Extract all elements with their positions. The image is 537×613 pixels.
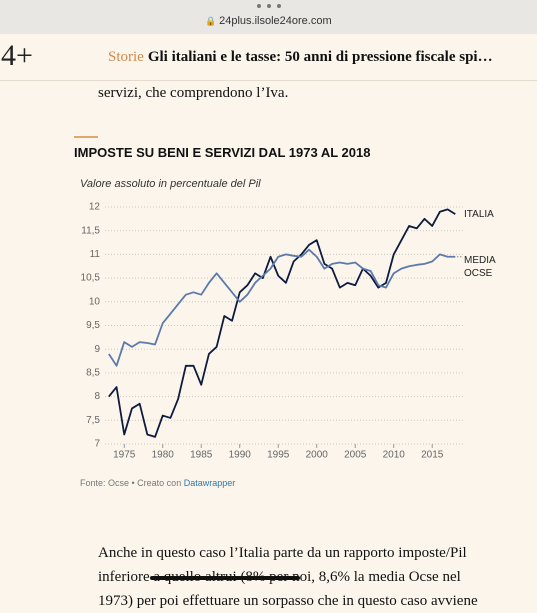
chart-subtitle: Valore assoluto in percentuale del Pil	[80, 178, 261, 190]
y-tick-label: 9,5	[86, 320, 100, 331]
logo[interactable]: 24+	[0, 39, 33, 73]
x-tick-label: 2010	[383, 450, 406, 461]
series-line	[108, 208, 456, 438]
section[interactable]: Storie	[108, 49, 144, 65]
y-tick-label: 11	[90, 249, 101, 260]
chart-title: IMPOSTE SU BENI E SERVIZI DAL 1973 AL 20…	[74, 145, 371, 160]
source: Fonte: Ocse • Creato con Datawrapper	[80, 478, 235, 488]
scroll-indicator	[150, 576, 300, 580]
x-tick-label: 1990	[229, 450, 252, 461]
y-tick-label: 10	[89, 296, 101, 307]
y-tick-label: 11,5	[81, 225, 100, 236]
x-tick-label: 1995	[267, 450, 290, 461]
x-tick-label: 2005	[344, 450, 367, 461]
x-tick-label: 2000	[306, 450, 329, 461]
dots-icon	[257, 4, 281, 8]
series-line	[108, 248, 456, 367]
y-tick-label: 8,5	[86, 368, 100, 379]
y-tick-label: 12	[89, 202, 101, 213]
source-text: Fonte: Ocse • Creato con	[80, 478, 184, 488]
x-tick-label: 1975	[113, 450, 136, 461]
chart: 7 7,5 8 8,5 9 9,5 10 10,5 11 11,5 12 1975 1980 1985 19…	[81, 202, 463, 461]
x-tick-label: 2015	[421, 450, 444, 461]
legend-label: MEDIA OCSE	[464, 255, 496, 279]
legend-label: ITALIA	[464, 209, 494, 220]
y-tick-label: 7	[94, 439, 100, 450]
url[interactable]: 🔒 24plus.ilsole24ore.com	[205, 15, 332, 27]
browser-bar: 🔒 24plus.ilsole24ore.com	[0, 0, 537, 34]
accent-rule	[74, 136, 98, 138]
y-tick-label: 9	[94, 344, 100, 355]
y-tick-label: 10,5	[81, 273, 101, 284]
y-tick-label: 7,5	[86, 415, 100, 426]
logo-text: 24+	[0, 39, 33, 72]
title: Gli italiani e le tasse: 50 anni di pres…	[147, 49, 493, 65]
x-tick-label: 1985	[190, 450, 213, 461]
x-tick-label: 1980	[152, 450, 175, 461]
y-tick-label: 8	[94, 391, 100, 402]
article-title: Storie Gli italiani e le tasse: 50 anni d…	[108, 49, 493, 66]
credit-link[interactable]: Datawrapper	[183, 478, 236, 488]
url-text: 24plus.ilsole24ore.com	[219, 15, 332, 27]
intro-text: servizi, che comprendono l’Iva.	[98, 85, 289, 101]
